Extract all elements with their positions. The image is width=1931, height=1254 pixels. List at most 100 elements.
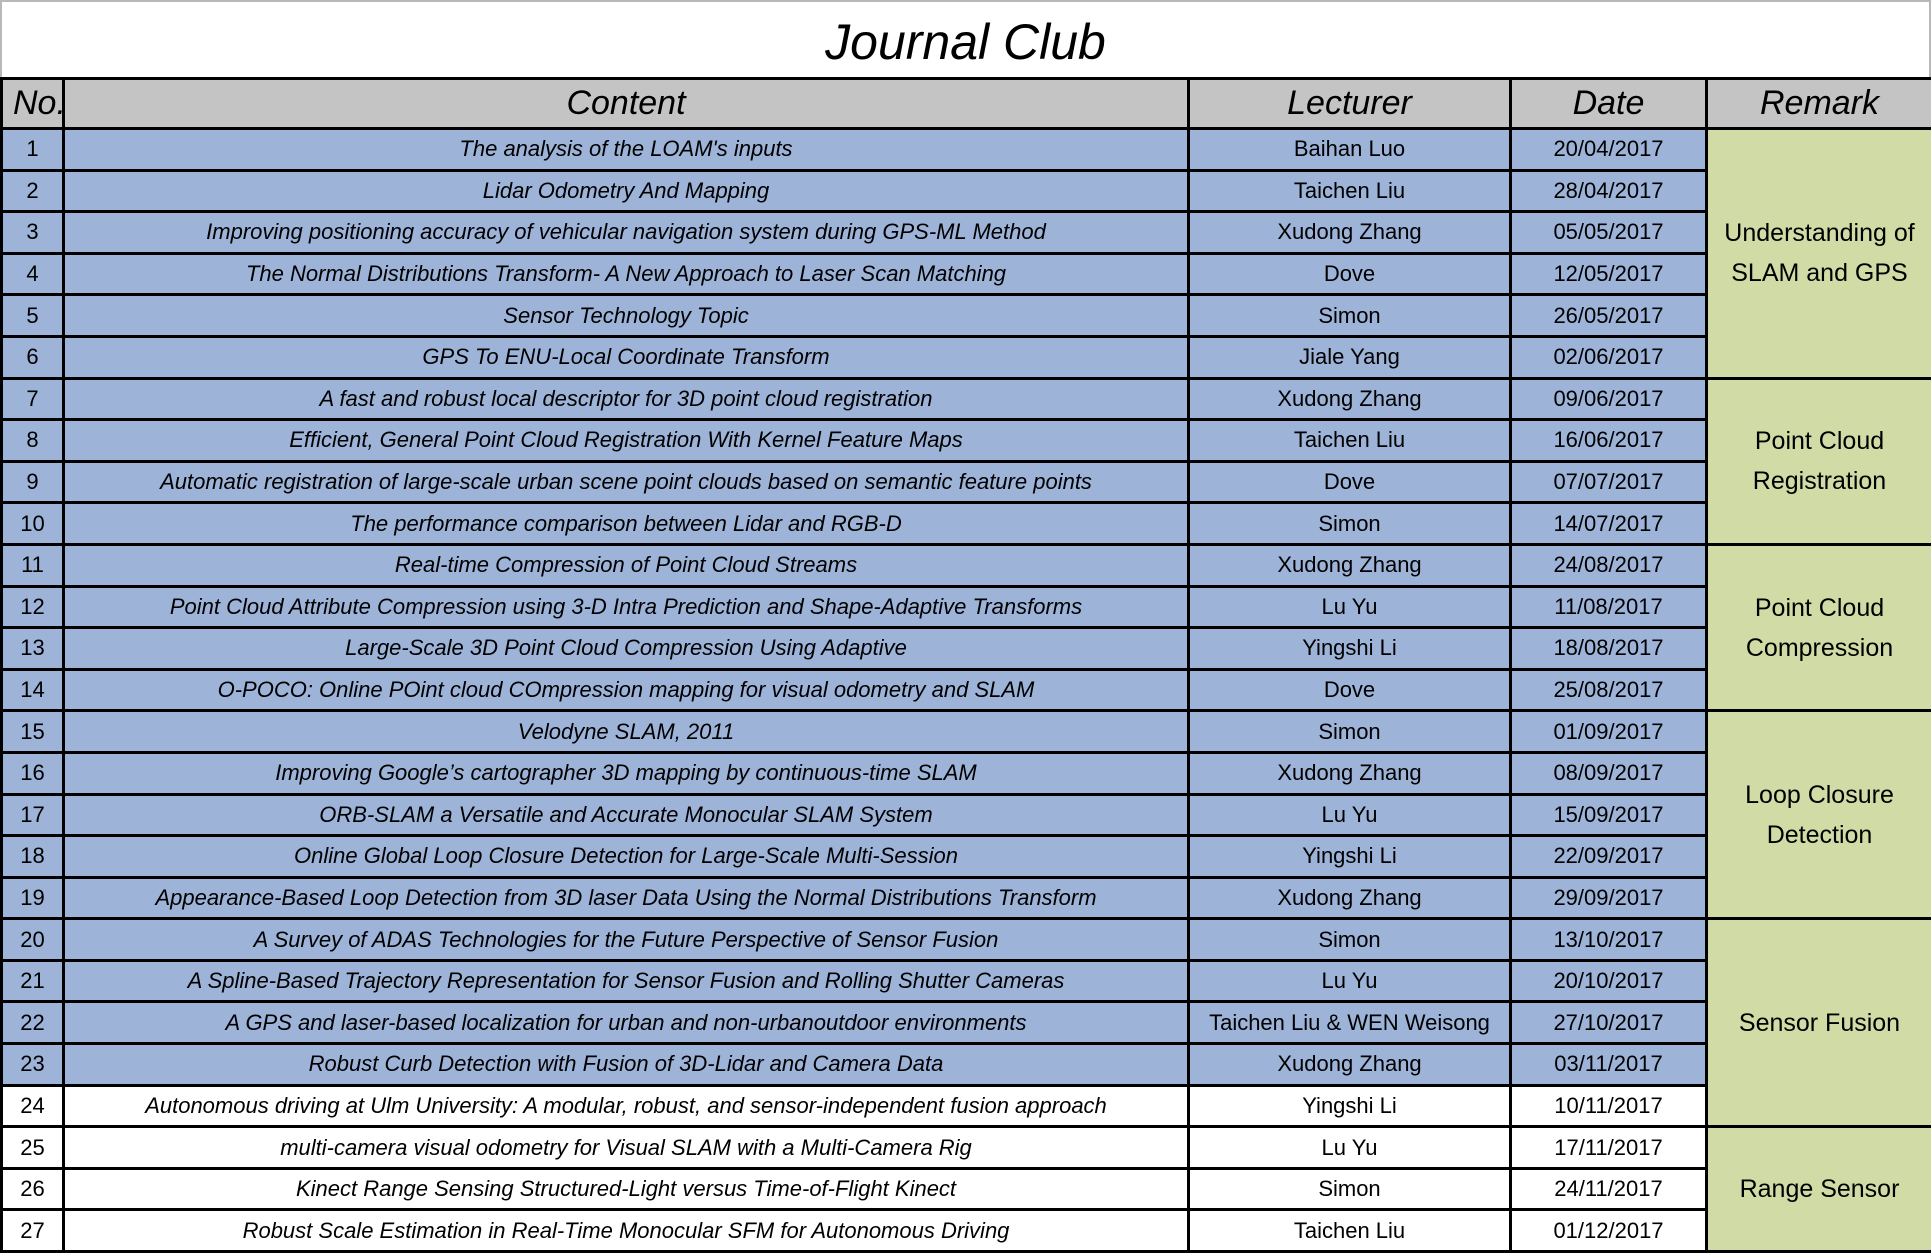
cell-no: 9: [0, 459, 65, 505]
cell-content: Improving positioning accuracy of vehicu…: [62, 210, 1190, 255]
cell-no: 25: [0, 1125, 65, 1170]
cell-content: Automatic registration of large-scale ur…: [62, 459, 1190, 505]
table-row: 26 Kinect Range Sensing Structured-Light …: [0, 1166, 1931, 1212]
table-row: 11 Real-time Compression of Point Cloud S…: [0, 542, 1931, 713]
cell-lecturer: Dove: [1187, 251, 1512, 297]
cell-no: 5: [0, 293, 65, 338]
cell-date: 24/08/2017: [1509, 542, 1708, 588]
table-row: 14 O-POCO: Online POint cloud COmpression…: [0, 667, 1931, 713]
cell-lecturer: Dove: [1187, 459, 1512, 505]
table-row: 10 The performance comparison between Lid…: [0, 501, 1931, 546]
table-row: 25 multi-camera visual odometry for Visua…: [0, 1125, 1931, 1254]
cell-date: 11/08/2017: [1509, 584, 1708, 630]
cell-lecturer: Simon: [1187, 293, 1512, 338]
cell-date: 18/08/2017: [1509, 626, 1708, 671]
cell-lecturer: Baihan Luo: [1187, 127, 1512, 172]
cell-lecturer: Xudong Zhang: [1187, 875, 1512, 921]
table-row: 5 Sensor Technology Topic Simon 26/05/2017: [0, 293, 1931, 338]
cell-lecturer: Yingshi Li: [1187, 626, 1512, 671]
cell-lecturer: Yingshi Li: [1187, 1083, 1512, 1129]
cell-content: A fast and robust local descriptor for 3…: [62, 376, 1190, 422]
cell-lecturer: Xudong Zhang: [1187, 376, 1512, 422]
table-row: 1 The analysis of the LOAM's inputs Baihan…: [0, 127, 1931, 380]
cell-lecturer: Jiale Yang: [1187, 334, 1512, 380]
header-remark: Remark: [1705, 77, 1931, 130]
cell-no: 11: [0, 542, 65, 588]
table-row: 16 Improving Google’s cartographer 3D map…: [0, 750, 1931, 796]
cell-content: Lidar Odometry And Mapping: [62, 168, 1190, 214]
cell-date: 08/09/2017: [1509, 750, 1708, 796]
cell-no: 22: [0, 1000, 65, 1046]
cell-date: 01/12/2017: [1509, 1208, 1708, 1254]
table-row: 22 A GPS and laser-based localization for…: [0, 1000, 1931, 1046]
cell-content: Point Cloud Attribute Compression using …: [62, 584, 1190, 630]
cell-date: 15/09/2017: [1509, 792, 1708, 838]
table-row: 12 Point Cloud Attribute Compression usin…: [0, 584, 1931, 630]
cell-no: 17: [0, 792, 65, 838]
cell-date: 07/07/2017: [1509, 459, 1708, 505]
cell-content: Online Global Loop Closure Detection for…: [62, 834, 1190, 879]
cell-date: 14/07/2017: [1509, 501, 1708, 546]
cell-content: GPS To ENU-Local Coordinate Transform: [62, 334, 1190, 380]
cell-lecturer: Taichen Liu: [1187, 418, 1512, 463]
cell-no: 16: [0, 750, 65, 796]
cell-no: 2: [0, 168, 65, 214]
table-row: 4 The Normal Distributions Transform- A N…: [0, 251, 1931, 297]
table-row: 24 Autonomous driving at Ulm University: …: [0, 1083, 1931, 1129]
table-row: 3 Improving positioning accuracy of vehic…: [0, 210, 1931, 255]
table-row: 17 ORB-SLAM a Versatile and Accurate Mono…: [0, 792, 1931, 838]
cell-lecturer: Taichen Liu: [1187, 168, 1512, 214]
cell-content: A Spline-Based Trajectory Representation…: [62, 958, 1190, 1004]
cell-content: A Survey of ADAS Technologies for the Fu…: [62, 917, 1190, 962]
cell-date: 22/09/2017: [1509, 834, 1708, 879]
cell-no: 24: [0, 1083, 65, 1129]
page-title: Journal Club: [0, 0, 1931, 77]
cell-date: 05/05/2017: [1509, 210, 1708, 255]
cell-content: Large-Scale 3D Point Cloud Compression U…: [62, 626, 1190, 671]
cell-lecturer: Xudong Zhang: [1187, 542, 1512, 588]
cell-date: 09/06/2017: [1509, 376, 1708, 422]
cell-lecturer: Lu Yu: [1187, 584, 1512, 630]
cell-no: 26: [0, 1166, 65, 1212]
cell-no: 8: [0, 418, 65, 463]
cell-content: The performance comparison between Lidar…: [62, 501, 1190, 546]
cell-no: 3: [0, 210, 65, 255]
cell-no: 19: [0, 875, 65, 921]
cell-content: Robust Curb Detection with Fusion of 3D-…: [62, 1042, 1190, 1087]
cell-lecturer: Simon: [1187, 501, 1512, 546]
cell-lecturer: Simon: [1187, 709, 1512, 754]
table-body: 1 The analysis of the LOAM's inputs Baihan…: [0, 127, 1931, 1254]
cell-lecturer: Xudong Zhang: [1187, 1042, 1512, 1087]
table-row: 6 GPS To ENU-Local Coordinate Transform Ji…: [0, 334, 1931, 380]
cell-content: Kinect Range Sensing Structured-Light ve…: [62, 1166, 1190, 1212]
cell-no: 23: [0, 1042, 65, 1087]
cell-lecturer: Simon: [1187, 1166, 1512, 1212]
table-row: 18 Online Global Loop Closure Detection f…: [0, 834, 1931, 879]
cell-date: 16/06/2017: [1509, 418, 1708, 463]
cell-date: 27/10/2017: [1509, 1000, 1708, 1046]
header-content: Content: [62, 77, 1190, 130]
table-row: 15 Velodyne SLAM, 2011 Simon 01/09/2017 Loop…: [0, 709, 1931, 921]
table-row: 2 Lidar Odometry And Mapping Taichen Liu 28…: [0, 168, 1931, 214]
cell-remark: Range Sensor: [1705, 1125, 1931, 1254]
cell-date: 17/11/2017: [1509, 1125, 1708, 1170]
cell-content: multi-camera visual odometry for Visual …: [62, 1125, 1190, 1170]
cell-date: 26/05/2017: [1509, 293, 1708, 338]
cell-no: 18: [0, 834, 65, 879]
cell-content: The Normal Distributions Transform- A Ne…: [62, 251, 1190, 297]
table-row: 13 Large-Scale 3D Point Cloud Compression…: [0, 626, 1931, 671]
cell-content: Velodyne SLAM, 2011: [62, 709, 1190, 754]
cell-lecturer: Yingshi Li: [1187, 834, 1512, 879]
cell-content: A GPS and laser-based localization for u…: [62, 1000, 1190, 1046]
cell-no: 27: [0, 1208, 65, 1254]
cell-content: Sensor Technology Topic: [62, 293, 1190, 338]
header-lecturer: Lecturer: [1187, 77, 1512, 130]
cell-remark: Point Cloud Registration: [1705, 376, 1931, 546]
cell-remark: Loop Closure Detection: [1705, 709, 1931, 921]
cell-no: 10: [0, 501, 65, 546]
cell-no: 12: [0, 584, 65, 630]
table-row: 21 A Spline-Based Trajectory Representati…: [0, 958, 1931, 1004]
cell-no: 6: [0, 334, 65, 380]
cell-no: 4: [0, 251, 65, 297]
